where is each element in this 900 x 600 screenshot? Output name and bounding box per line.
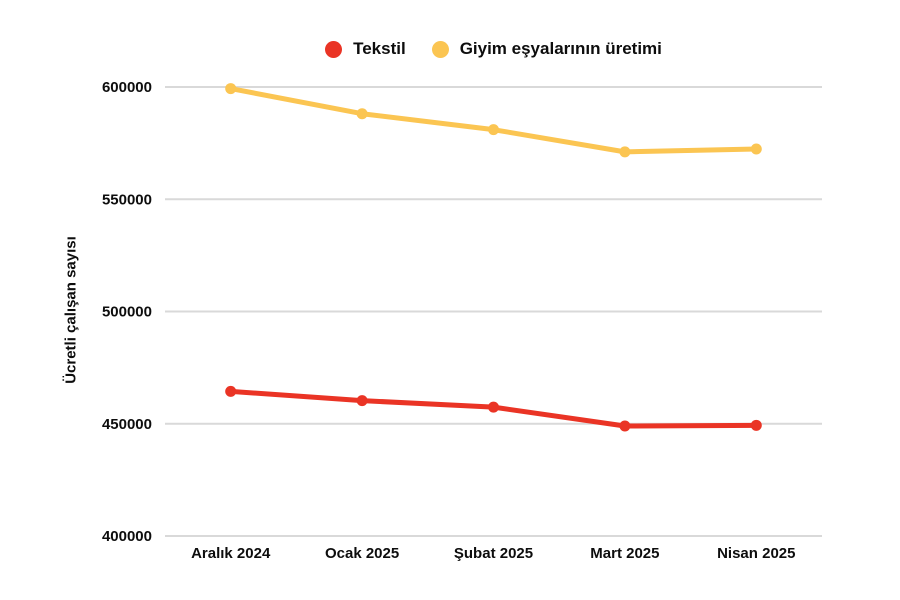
data-point-series0-1[interactable] xyxy=(356,395,368,407)
data-point-series0-0[interactable] xyxy=(225,385,237,397)
data-point-series0-3[interactable] xyxy=(619,420,631,432)
data-point-series1-1[interactable] xyxy=(356,108,368,120)
x-tick-label: Ocak 2025 xyxy=(325,545,399,562)
y-tick-label: 450000 xyxy=(102,416,152,433)
legend-label-giyim: Giyim eşyalarının üretimi xyxy=(459,39,662,58)
data-point-series1-4[interactable] xyxy=(750,143,762,155)
x-tick-label: Aralık 2024 xyxy=(191,545,271,562)
legend: Tekstil Giyim eşyalarının üretimi xyxy=(165,39,822,59)
x-tick-label: Mart 2025 xyxy=(590,545,659,562)
legend-item-giyim[interactable]: Giyim eşyalarının üretimi xyxy=(431,39,662,59)
y-tick-label: 550000 xyxy=(102,191,152,208)
data-point-series1-3[interactable] xyxy=(619,146,631,158)
y-tick-label: 500000 xyxy=(102,304,152,321)
y-tick-label: 600000 xyxy=(102,79,152,96)
x-tick-label: Nisan 2025 xyxy=(717,545,795,562)
legend-marker-giyim-icon xyxy=(431,40,449,58)
data-point-series1-0[interactable] xyxy=(225,83,237,95)
legend-label-tekstil: Tekstil xyxy=(353,39,406,58)
legend-item-tekstil[interactable]: Tekstil xyxy=(325,39,406,59)
x-tick-label: Şubat 2025 xyxy=(454,545,533,562)
data-point-series0-2[interactable] xyxy=(488,401,499,413)
legend-marker-tekstil-icon xyxy=(325,40,343,58)
series-line-1 xyxy=(228,86,759,155)
y-tick-label: 400000 xyxy=(102,528,152,545)
data-point-series0-4[interactable] xyxy=(750,419,762,431)
data-point-series1-2[interactable] xyxy=(488,124,499,136)
